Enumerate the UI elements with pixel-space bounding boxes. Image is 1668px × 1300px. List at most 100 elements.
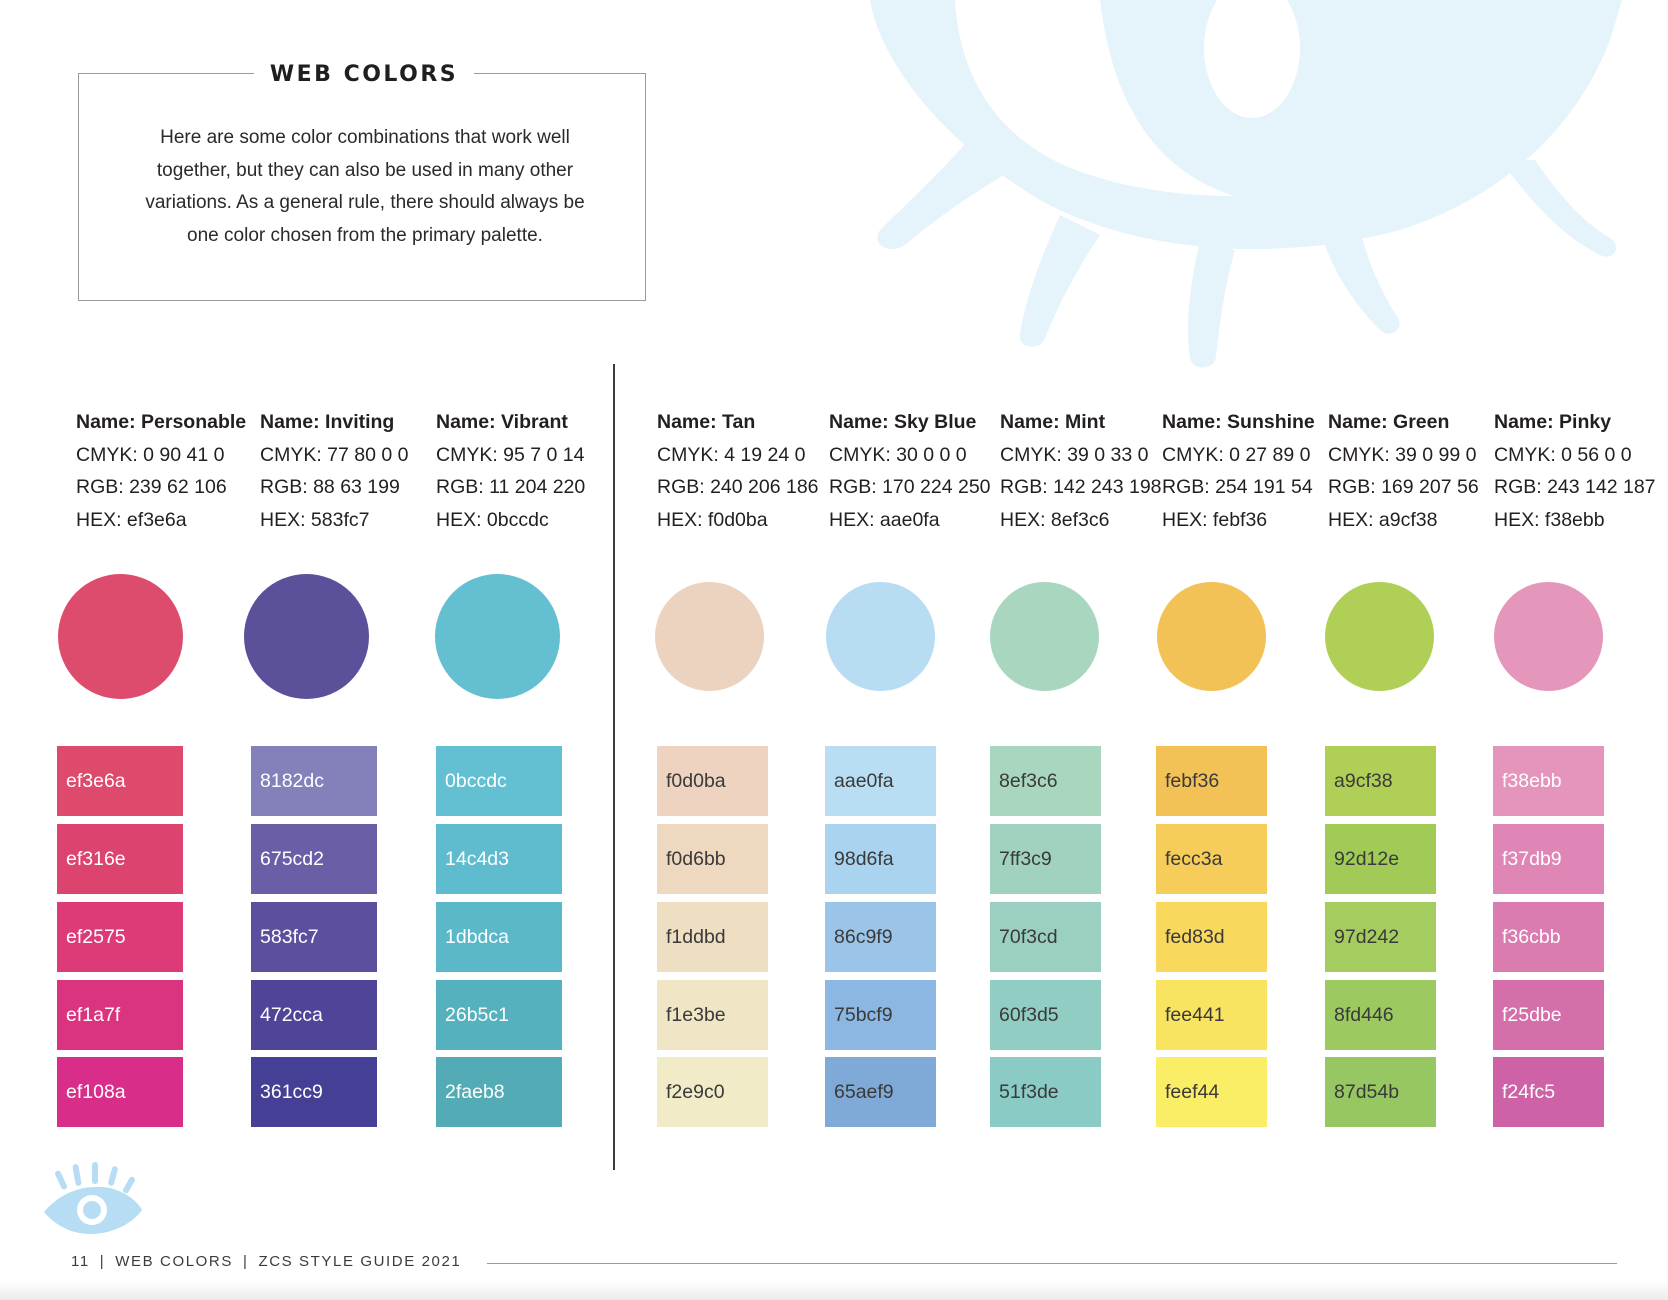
swatch-hex-label: 8182dc [260,769,324,792]
color-swatch-pinky: f38ebb [1493,746,1604,816]
swatch-hex-label: f0d6bb [666,847,726,870]
footer-separator: | [99,1253,106,1270]
swatch-hex-label: ef3e6a [66,769,126,792]
color-swatch-inviting: 361cc9 [251,1057,377,1127]
swatch-hex-label: fee441 [1165,1003,1225,1026]
palette-info-personable: Name: Personable CMYK: 0 90 41 0 RGB: 239 … [76,406,246,536]
footer-section: WEB COLORS [115,1253,233,1270]
swatch-hex-label: 0bccdc [445,769,507,792]
color-swatch-green: 92d12e [1325,824,1436,894]
color-swatch-mint: 51f3de [990,1057,1101,1127]
eye-logo-icon [44,1162,142,1234]
swatch-hex-label: ef1a7f [66,1003,121,1026]
color-circle-sunshine [1157,581,1266,691]
color-circle-vibrant [435,573,560,699]
footer: 11 | WEB COLORS | ZCS STYLE GUIDE 2021 [71,1253,461,1270]
swatch-hex-label: 51f3de [999,1080,1059,1103]
palette-name: Name: Tan [657,411,756,433]
palette-hex-value: HEX: 583fc7 [260,508,370,531]
swatch-hex-label: 65aef9 [834,1080,894,1103]
swatch-hex-label: feef44 [1165,1080,1220,1103]
color-swatch-mint: 7ff3c9 [990,824,1101,894]
swatch-hex-label: f0d0ba [666,769,726,792]
color-swatch-mint: 60f3d5 [990,980,1101,1050]
swatch-hex-label: 60f3d5 [999,1003,1059,1026]
palette-name: Name: Sunshine [1162,411,1315,433]
palette-hex-value: HEX: 8ef3c6 [1000,508,1110,531]
swatch-hex-label: 75bcf9 [834,1003,893,1026]
footer-rule [487,1263,1617,1264]
swatch-hex-label: f1e3be [666,1003,726,1026]
page-number: 11 [71,1253,90,1270]
palette-info-sunshine: Name: Sunshine CMYK: 0 27 89 0 RGB: 254 19… [1162,406,1315,536]
swatch-hex-label: 97d242 [1334,925,1400,948]
swatch-hex-label: 87d54b [1334,1080,1400,1103]
color-swatch-vibrant: 2faeb8 [436,1057,562,1127]
swatch-hex-label: 1dbdca [445,925,509,948]
color-swatch-inviting: 675cd2 [251,824,377,894]
swatch-hex-label: fecc3a [1165,847,1223,870]
swatch-hex-label: 26b5c1 [445,1003,509,1026]
color-swatch-mint: 8ef3c6 [990,746,1101,816]
swatch-hex-label: 472cca [260,1003,323,1026]
color-swatch-vibrant: 26b5c1 [436,980,562,1050]
palette-hex-value: HEX: f0d0ba [657,508,768,531]
page-edge [0,1280,1668,1300]
color-circle-pinky [1494,581,1603,691]
swatch-hex-label: ef2575 [66,925,126,948]
palette-cmyk-value: CMYK: 0 56 0 0 [1494,443,1632,466]
palette-hex-value: HEX: a9cf38 [1328,508,1438,531]
color-swatch-sky-blue: 98d6fa [825,824,936,894]
palette-name: Name: Mint [1000,411,1106,433]
color-swatch-green: 87d54b [1325,1057,1436,1127]
swatch-hex-label: 361cc9 [260,1080,323,1103]
footer-guide-name: ZCS STYLE GUIDE 2021 [258,1253,462,1270]
color-swatch-sunshine: fee441 [1156,980,1267,1050]
palette-cmyk-value: CMYK: 0 90 41 0 [76,443,225,466]
swatch-hex-label: 8ef3c6 [999,769,1058,792]
footer-separator: | [242,1253,249,1270]
palette-rgb-value: RGB: 240 206 186 [657,476,819,498]
palette-name: Name: Green [1328,411,1450,433]
palette-name: Name: Personable [76,411,247,433]
color-swatch-sunshine: febf36 [1156,746,1267,816]
palette-cmyk-value: CMYK: 0 27 89 0 [1162,443,1311,466]
swatch-hex-label: 7ff3c9 [999,847,1052,870]
palette-name: Name: Vibrant [436,411,568,433]
palette-hex-value: HEX: ef3e6a [76,508,187,531]
swatch-hex-label: 8fd446 [1334,1003,1394,1026]
palette-info-vibrant: Name: Vibrant CMYK: 95 7 0 14 RGB: 11 204 … [436,406,585,536]
color-swatch-inviting: 583fc7 [251,902,377,972]
swatch-hex-label: f25dbe [1502,1003,1562,1026]
color-swatch-personable: ef1a7f [57,980,183,1050]
palette-cmyk-value: CMYK: 77 80 0 0 [260,443,409,466]
swatch-hex-label: 2faeb8 [445,1080,505,1103]
swatch-hex-label: 583fc7 [260,925,319,948]
color-swatch-tan: f1ddbd [657,902,768,972]
palette-divider [613,364,615,1170]
palette-rgb-value: RGB: 11 204 220 [436,476,586,498]
palette-rgb-value: RGB: 170 224 250 [829,476,991,498]
palette-cmyk-value: CMYK: 95 7 0 14 [436,443,585,466]
color-swatch-personable: ef316e [57,824,183,894]
color-circle-sky-blue [826,581,935,691]
swatch-hex-label: f36cbb [1502,925,1561,948]
swatch-hex-label: aae0fa [834,769,894,792]
swatch-hex-label: 14c4d3 [445,847,509,870]
color-swatch-sky-blue: 75bcf9 [825,980,936,1050]
palette-hex-value: HEX: aae0fa [829,508,940,531]
color-swatch-green: 8fd446 [1325,980,1436,1050]
color-swatch-vibrant: 0bccdc [436,746,562,816]
page-title: WEB COLORS [254,58,474,92]
palette-name: Name: Sky Blue [829,411,977,433]
swatch-hex-label: febf36 [1165,769,1220,792]
color-swatch-sunshine: fecc3a [1156,824,1267,894]
color-circle-mint [990,581,1099,691]
color-swatch-green: 97d242 [1325,902,1436,972]
color-swatch-inviting: 8182dc [251,746,377,816]
palette-rgb-value: RGB: 243 142 187 [1494,476,1656,498]
color-swatch-inviting: 472cca [251,980,377,1050]
palette-info-tan: Name: Tan CMYK: 4 19 24 0 RGB: 240 206 186… [657,406,819,536]
color-swatch-sunshine: feef44 [1156,1057,1267,1127]
swatch-hex-label: 98d6fa [834,847,894,870]
